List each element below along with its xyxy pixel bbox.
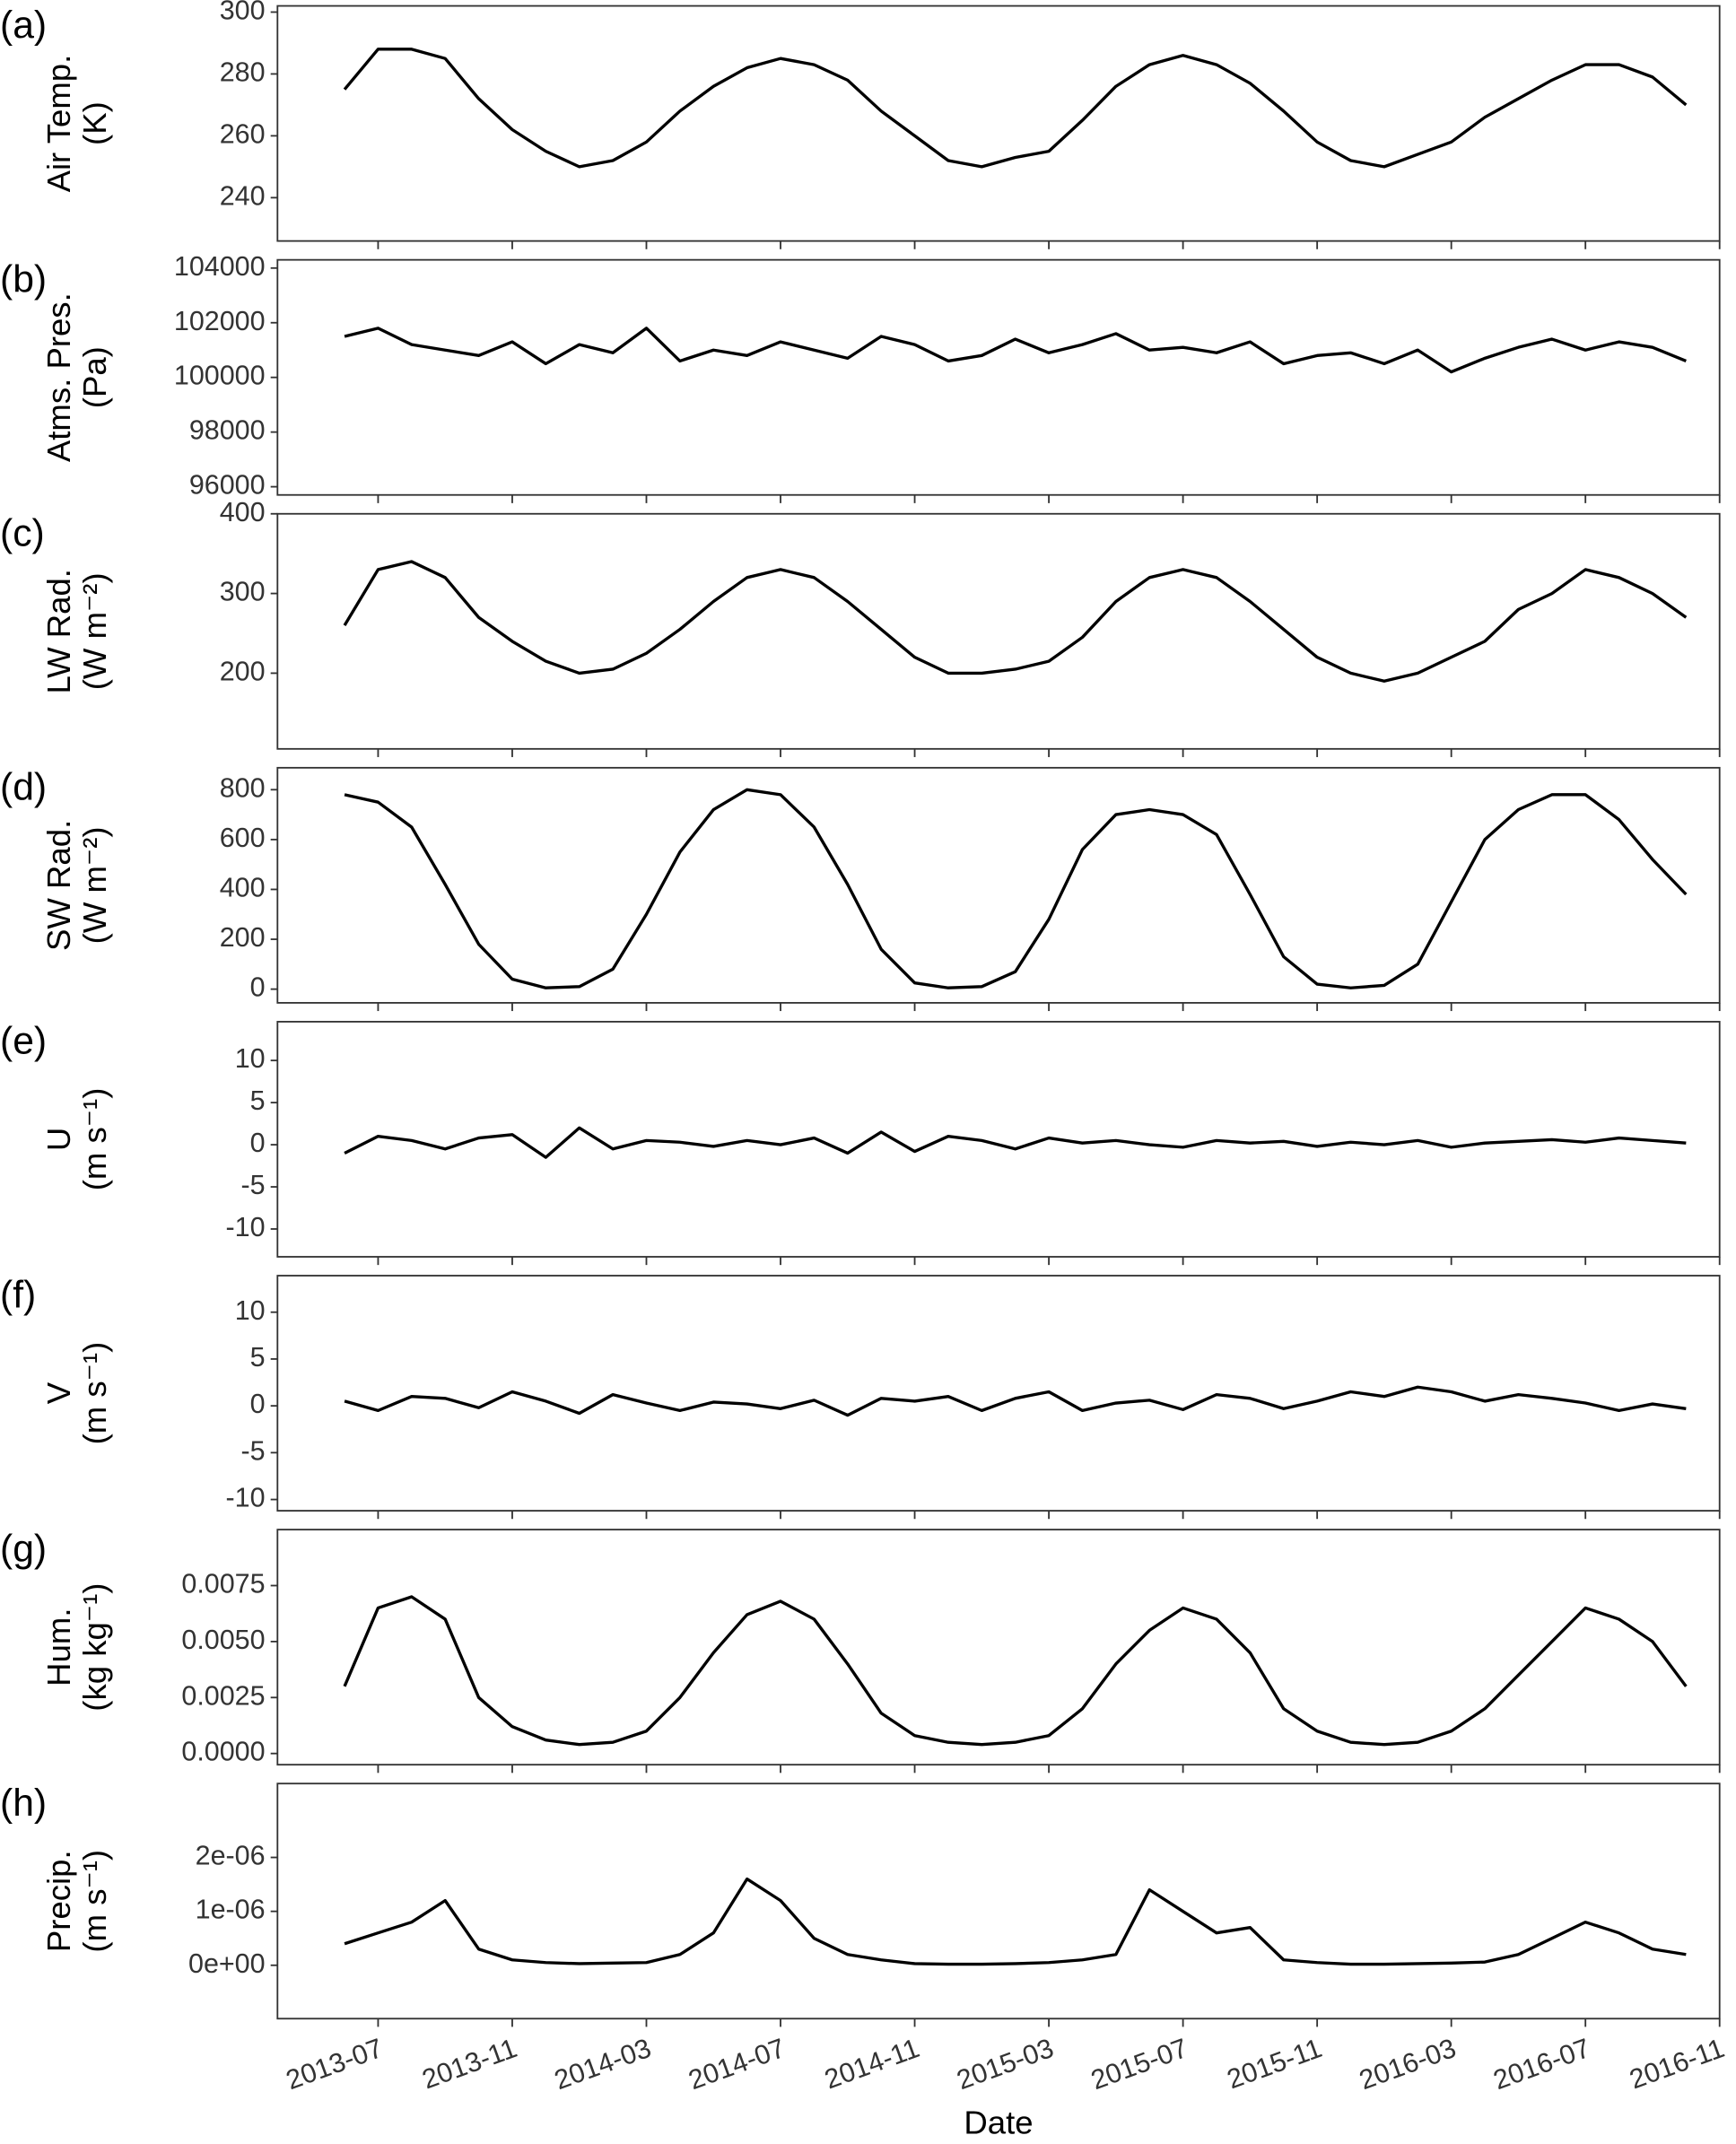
- y-tick-label: 98000: [189, 415, 266, 446]
- y-tick-label: 0e+00: [188, 1948, 266, 1979]
- data-line: [344, 1385, 1687, 1417]
- y-tick-label: 10: [235, 1295, 266, 1326]
- y-axis-title: (W m⁻²): [76, 826, 113, 944]
- y-axis-title: (m s⁻¹): [76, 1088, 113, 1191]
- y-axis-title: (W m⁻²): [76, 572, 113, 690]
- y-tick-label: -5: [240, 1170, 265, 1200]
- y-tick-label: 600: [220, 823, 266, 853]
- y-axis-title: Precip.: [40, 1850, 77, 1952]
- y-axis-title: (kg kg⁻¹): [76, 1583, 113, 1712]
- panel-frame: [276, 1275, 1721, 1512]
- data-line: [343, 1595, 1688, 1747]
- data-line: [344, 1126, 1687, 1159]
- y-tick-label: 100000: [174, 361, 266, 391]
- y-tick-label: 240: [220, 180, 266, 211]
- y-tick-label: 200: [220, 922, 266, 953]
- x-tick-label: 2016-03: [1356, 2033, 1461, 2096]
- y-tick-label: 400: [220, 873, 266, 903]
- y-tick-label: 104000: [174, 251, 266, 282]
- panel-tag: (d): [0, 765, 47, 808]
- panel-frame: [276, 258, 1721, 496]
- y-tick-label: 0.0050: [181, 1625, 265, 1655]
- panel-tag: (h): [0, 1782, 47, 1825]
- data-line: [344, 327, 1687, 374]
- panel-tag: (e): [0, 1020, 47, 1063]
- y-tick-label: -10: [226, 1212, 266, 1242]
- y-axis-title: U: [40, 1128, 77, 1151]
- x-tick-label: 2013-11: [418, 2033, 521, 2095]
- y-tick-label: 260: [220, 118, 266, 149]
- panel-tag: (c): [0, 511, 45, 554]
- panel-tag: (b): [0, 257, 47, 301]
- y-tick-label: 5: [250, 1342, 266, 1373]
- y-tick-label: -10: [226, 1483, 266, 1513]
- x-tick-label: 2013-07: [282, 2033, 387, 2096]
- panel-tag: (f): [0, 1274, 36, 1317]
- y-tick-label: 2e-06: [196, 1841, 266, 1871]
- y-axis-title: SW Rad.: [40, 820, 77, 951]
- panel-frame: [276, 4, 1721, 242]
- y-tick-label: 0: [250, 972, 266, 1003]
- y-tick-label: 400: [220, 497, 266, 527]
- y-tick-label: 0.0075: [181, 1569, 265, 1599]
- y-axis-title: LW Rad.: [40, 569, 77, 693]
- y-axis-title: Atms. Pres.: [40, 292, 77, 462]
- y-tick-label: 800: [220, 772, 266, 803]
- data-line: [344, 788, 1688, 989]
- y-tick-label: 0.0025: [181, 1680, 265, 1711]
- y-axis-title: (m s⁻¹): [76, 1342, 113, 1445]
- x-tick-label: 2014-07: [685, 2033, 789, 2096]
- y-tick-label: 0: [250, 1128, 266, 1158]
- panel-frame: [276, 1782, 1721, 2020]
- panel-frame: [276, 512, 1721, 750]
- y-tick-label: 96000: [189, 470, 266, 501]
- y-axis-title: (K): [76, 101, 113, 145]
- x-tick-label: 2015-07: [1087, 2033, 1192, 2096]
- x-tick-label: 2014-03: [551, 2033, 656, 2096]
- y-tick-label: 10: [235, 1043, 266, 1074]
- y-tick-label: -5: [240, 1435, 265, 1466]
- y-tick-label: 102000: [174, 306, 266, 336]
- x-tick-label: 2016-11: [1626, 2033, 1729, 2095]
- y-axis-title: (Pa): [76, 346, 113, 408]
- y-tick-label: 5: [250, 1085, 266, 1116]
- y-axis-title: Hum.: [40, 1608, 77, 1686]
- y-tick-label: 0: [250, 1389, 266, 1419]
- data-line: [344, 1877, 1687, 1966]
- panel-frame: [276, 766, 1721, 1004]
- panel-tag: (g): [0, 1528, 47, 1571]
- x-tick-label: 2015-11: [1223, 2033, 1326, 2095]
- y-tick-label: 300: [220, 577, 266, 607]
- y-tick-label: 280: [220, 57, 266, 87]
- y-tick-label: 300: [220, 0, 266, 26]
- panel-tag: (a): [0, 4, 47, 47]
- x-axis-title: Date: [964, 2105, 1033, 2141]
- data-line: [343, 48, 1688, 169]
- y-axis-title: V: [40, 1381, 77, 1404]
- y-tick-label: 0.0000: [181, 1737, 265, 1767]
- x-tick-label: 2014-11: [821, 2033, 924, 2095]
- x-tick-label: 2015-03: [953, 2033, 1058, 2096]
- y-tick-label: 1e-06: [196, 1895, 266, 1925]
- y-tick-label: 200: [220, 656, 266, 686]
- y-axis-title: Air Temp.: [40, 55, 77, 193]
- data-line: [343, 560, 1688, 683]
- x-tick-label: 2016-07: [1489, 2033, 1594, 2096]
- panel-frame: [276, 1021, 1721, 1258]
- y-axis-title: (m s⁻¹): [76, 1850, 113, 1953]
- panel-frame: [276, 1529, 1721, 1766]
